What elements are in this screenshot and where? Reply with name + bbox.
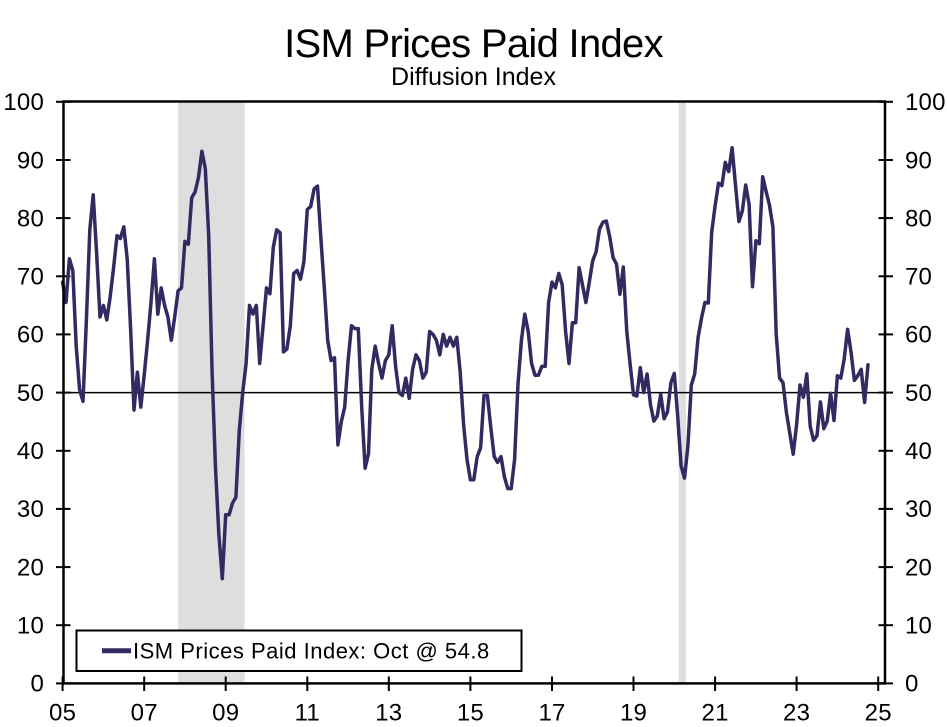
svg-text:60: 60 [17,322,44,349]
svg-text:19: 19 [620,700,647,727]
svg-text:25: 25 [865,700,892,727]
svg-text:80: 80 [905,205,932,232]
svg-text:40: 40 [17,438,44,465]
svg-text:05: 05 [49,700,76,727]
svg-text:21: 21 [702,700,729,727]
svg-text:0: 0 [905,671,919,698]
svg-text:20: 20 [17,554,44,581]
svg-text:90: 90 [905,147,932,174]
svg-text:0: 0 [30,671,44,698]
svg-text:40: 40 [905,438,932,465]
svg-text:70: 70 [905,264,932,291]
svg-text:15: 15 [457,700,484,727]
svg-text:13: 13 [375,700,402,727]
svg-text:60: 60 [905,322,932,349]
svg-text:70: 70 [17,264,44,291]
svg-text:ISM Prices Paid Index: ISM Prices Paid Index [284,22,663,66]
svg-text:100: 100 [3,89,44,116]
svg-text:50: 50 [17,380,44,407]
svg-text:20: 20 [905,554,932,581]
svg-text:10: 10 [905,613,932,640]
svg-text:07: 07 [131,700,158,727]
svg-text:11: 11 [295,700,320,727]
svg-text:Diffusion Index: Diffusion Index [391,63,556,91]
svg-text:80: 80 [17,205,44,232]
svg-text:30: 30 [17,496,44,523]
svg-text:ISM Prices Paid Index: Oct @ 5: ISM Prices Paid Index: Oct @ 54.8 [133,639,490,664]
svg-text:100: 100 [905,89,946,116]
svg-text:17: 17 [538,700,565,727]
svg-text:09: 09 [212,700,239,727]
svg-text:90: 90 [17,147,44,174]
svg-text:50: 50 [905,380,932,407]
svg-text:10: 10 [17,613,44,640]
svg-text:30: 30 [905,496,932,523]
svg-text:23: 23 [783,700,810,727]
